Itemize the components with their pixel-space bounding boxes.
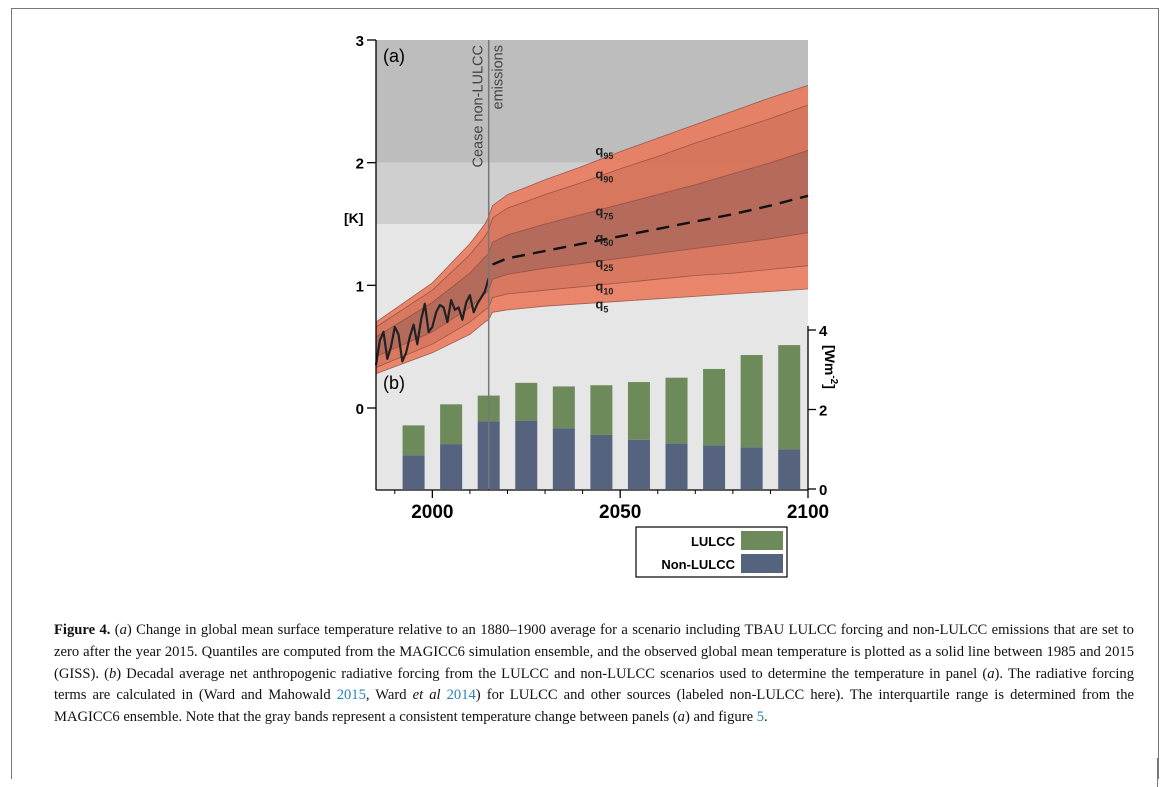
- panel-label-a: (a): [383, 46, 405, 66]
- bar-non-lulcc: [440, 444, 463, 489]
- q-letter: q: [595, 203, 603, 218]
- q-letter: q: [595, 167, 603, 182]
- bar-non-lulcc: [703, 445, 726, 489]
- quantile-label-q25: q25: [595, 255, 613, 273]
- bar-lulcc: [402, 425, 425, 456]
- chart-axes: 0 1 2 3 0 2 4 2000 2050 2100: [356, 33, 829, 523]
- y2-tick-label: 0: [819, 482, 827, 499]
- forcing-bars: [402, 345, 801, 489]
- quantile-label-q10: q10: [595, 279, 613, 297]
- quantile-label-q95: q95: [595, 143, 613, 161]
- bar-non-lulcc: [778, 449, 801, 489]
- frame-edge: [1157, 758, 1158, 787]
- bar-lulcc: [515, 382, 538, 421]
- y-tick-label: 2: [356, 156, 364, 173]
- bar-non-lulcc: [515, 420, 538, 489]
- quantile-label-q90: q90: [595, 167, 613, 185]
- bar-lulcc: [590, 385, 613, 435]
- y-tick-label: 1: [356, 278, 364, 295]
- q-subscript: 95: [603, 151, 613, 161]
- band-q5-q95: [376, 85, 808, 374]
- bar-lulcc: [552, 386, 575, 429]
- y2-label-part: ]: [822, 384, 838, 389]
- y2-label-part: [Wm: [822, 345, 838, 375]
- q-letter: q: [595, 297, 603, 312]
- band-q25-q75: [376, 150, 808, 357]
- q-subscript: 90: [603, 175, 613, 185]
- q-subscript: 10: [603, 287, 613, 297]
- legend-swatch: [741, 554, 783, 573]
- band-q10-q90: [376, 105, 808, 368]
- y2-tick-label: 4: [819, 323, 828, 340]
- quantile-line: [375, 232, 809, 357]
- y2-axis-label: [Wm-2]: [822, 345, 839, 389]
- y-axis-label: [K]: [344, 210, 363, 226]
- chart-labels: [K] (a) (b) Cease non-LULCC emissions [Wm-2] q…: [344, 45, 839, 393]
- quantile-label-q50: q50: [595, 230, 613, 248]
- annotation-line2: emissions: [491, 45, 507, 109]
- bar-lulcc: [627, 382, 650, 440]
- y-tick-label: 0: [356, 401, 364, 418]
- quantile-line: [375, 265, 809, 368]
- bar-non-lulcc: [402, 455, 425, 489]
- panel-label-b: (b): [383, 373, 405, 393]
- bar-lulcc: [703, 368, 726, 446]
- y2-label-sup: -2: [828, 375, 839, 384]
- q-letter: q: [595, 255, 603, 270]
- q-subscript: 5: [603, 305, 608, 315]
- bar-lulcc: [440, 404, 463, 445]
- legend: LULCC Non-LULCC: [635, 526, 788, 578]
- caption-body: (a) Change in global mean surface temper…: [54, 622, 1135, 726]
- figure-caption: Figure 4. (a) Change in global mean surf…: [54, 620, 1134, 729]
- q-subscript: 25: [603, 263, 613, 273]
- x-tick-label: 2100: [787, 502, 829, 523]
- bar-non-lulcc: [627, 439, 650, 489]
- y-tick-label: 3: [356, 33, 364, 50]
- quantile-line: [375, 104, 809, 328]
- citation-link[interactable]: 2014: [446, 687, 476, 704]
- q-letter: q: [595, 143, 603, 158]
- caption-label: Figure 4.: [54, 622, 111, 638]
- q-letter: q: [595, 279, 603, 294]
- chart-lines: [374, 40, 809, 490]
- bar-non-lulcc: [552, 428, 575, 489]
- q-subscript: 75: [603, 211, 613, 221]
- x-tick-label: 2050: [599, 502, 641, 523]
- bar-non-lulcc: [590, 434, 613, 489]
- legend-label: LULCC: [691, 534, 736, 549]
- legend-swatch: [741, 531, 783, 550]
- legend-label: Non-LULCC: [661, 557, 735, 572]
- median-line: [492, 194, 809, 266]
- quantile-label-q75: q75: [595, 203, 613, 221]
- bar-lulcc: [665, 377, 688, 444]
- q-subscript: 50: [603, 238, 613, 248]
- bar-lulcc: [740, 355, 763, 448]
- bar-non-lulcc: [665, 443, 688, 489]
- figure-frame: [11, 8, 1159, 779]
- bar-non-lulcc: [740, 447, 763, 489]
- quantile-line: [375, 288, 809, 375]
- quantile-line: [375, 150, 809, 338]
- q-letter: q: [595, 230, 603, 245]
- figure-4-chart: 0 1 2 3 0 2 4 2000 2050 2100 [K] (a) (b) Cease non-L…: [344, 33, 839, 578]
- citation-link[interactable]: 2015: [336, 687, 366, 704]
- quantile-bands: [375, 85, 809, 375]
- annotation-line1: Cease non-LULCC: [471, 45, 487, 168]
- y2-tick-label: 2: [819, 403, 827, 420]
- quantile-line: [375, 85, 809, 323]
- bar-lulcc: [778, 345, 801, 450]
- citation-link[interactable]: 5: [756, 709, 764, 726]
- x-tick-label: 2000: [411, 502, 453, 523]
- quantile-label-q5: q5: [595, 297, 608, 315]
- observed-line: [374, 277, 490, 366]
